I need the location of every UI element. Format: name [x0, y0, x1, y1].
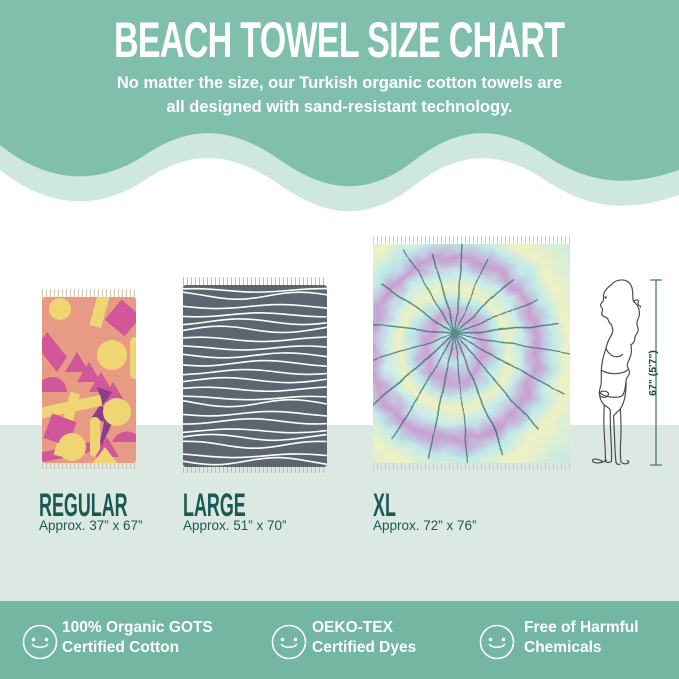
svg-text:67" (5'7"): 67" (5'7"): [648, 350, 659, 396]
